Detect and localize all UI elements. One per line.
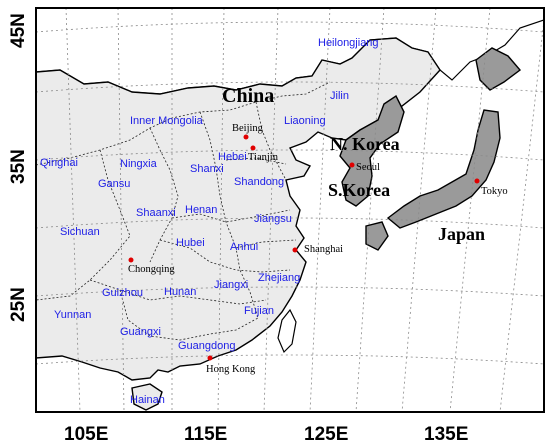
province-label-heilongjiang: Heilongjiang <box>318 37 379 49</box>
taiwan-island <box>277 308 297 354</box>
country-label-japan: Japan <box>438 224 485 244</box>
province-label-inner-mongolia: Inner Mongolia <box>130 115 204 127</box>
city-marker-hong-kong <box>207 355 213 361</box>
province-label-hubei: Hubei <box>176 237 205 249</box>
country-label-south-korea: S.Korea <box>328 180 390 200</box>
province-label-guangdong: Guangdong <box>178 340 236 352</box>
province-label-liaoning: Liaoning <box>284 115 326 127</box>
province-label-shandong: Shandong <box>234 176 284 188</box>
city-marker-chongqing <box>128 257 134 263</box>
province-label-yunnan: Yunnan <box>54 309 91 321</box>
city-marker-seoul <box>349 162 355 168</box>
province-label-jilin: Jilin <box>330 90 349 102</box>
country-label-china: China <box>222 85 274 107</box>
city-label-hong-kong: Hong Kong <box>206 364 256 375</box>
province-label-hainan: Hainan <box>130 394 165 406</box>
province-label-shanxi: Shanxi <box>190 163 224 175</box>
x-tick-135e: 135E <box>424 424 468 445</box>
x-tick-125e: 125E <box>304 424 348 445</box>
city-marker-shanghai <box>292 247 298 253</box>
province-label-jiangxi: Jiangxi <box>214 279 248 291</box>
province-label-henan: Henan <box>185 204 217 216</box>
city-marker-tokyo <box>474 178 480 184</box>
province-label-sichuan: Sichuan <box>60 226 100 238</box>
city-label-tokyo: Tokyo <box>481 186 508 197</box>
y-tick-25n: 25N <box>8 287 29 322</box>
japan-hokkaido <box>475 47 522 91</box>
province-label-ningxia: Ningxia <box>120 158 158 170</box>
x-tick-115e: 115E <box>184 424 227 445</box>
map-frame <box>35 7 545 413</box>
city-label-beijing: Beijing <box>232 123 264 134</box>
province-label-shaanxi: Shaanxi <box>136 207 176 219</box>
y-tick-45n: 45N <box>8 13 29 48</box>
province-borders <box>35 81 331 341</box>
hainan-island <box>131 383 163 411</box>
city-marker-tianjin <box>250 145 256 151</box>
city-label-shanghai: Shanghai <box>304 244 343 255</box>
city-label-chongqing: Chongqing <box>128 264 175 275</box>
province-label-anhui: Anhui <box>230 241 258 253</box>
country-label-north-korea: N. Korea <box>330 134 400 154</box>
city-label-seoul: Seoul <box>356 162 380 173</box>
city-marker-beijing <box>243 134 249 140</box>
province-label-zhejiang: Zhejiang <box>258 272 300 284</box>
province-label-jiangsu: Jiangsu <box>254 213 292 225</box>
province-label-fujian: Fujian <box>244 305 274 317</box>
province-label-guizhou: Guizhou <box>102 287 143 299</box>
x-tick-105e: 105E <box>64 424 108 445</box>
province-label-guangxi: Guangxi <box>120 326 161 338</box>
japan-honshu <box>386 109 501 229</box>
province-label-qinghai: Qinghai <box>40 157 78 169</box>
city-label-tianjin: Tianjin <box>248 152 279 163</box>
province-label-hebei: Hebei <box>218 151 247 163</box>
province-label-hunan: Hunan <box>164 286 196 298</box>
japan-kyushu <box>365 221 389 251</box>
province-label-gansu: Gansu <box>98 178 130 190</box>
china-land <box>35 37 441 381</box>
graticule <box>35 7 545 413</box>
y-tick-35n: 35N <box>8 149 29 184</box>
